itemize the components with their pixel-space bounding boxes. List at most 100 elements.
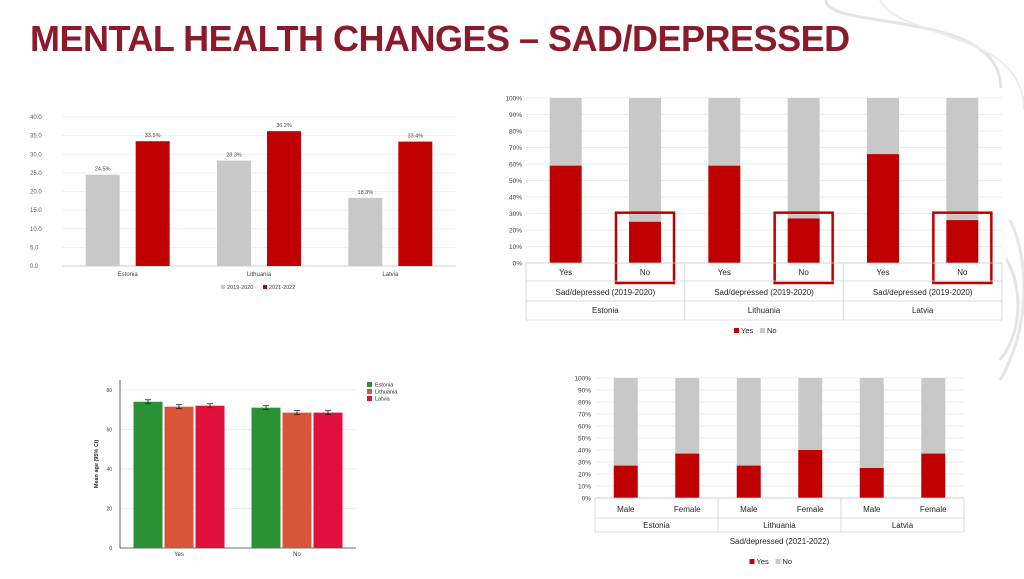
bar-yes-segment	[798, 450, 823, 498]
bar-yes-segment	[629, 221, 661, 263]
x-tick-label: Yes	[174, 552, 184, 558]
bar-no-segment	[946, 98, 979, 221]
chart-panel-prevalence: 0.0 5.0 10.0 15.0 20.0 25.0 30.0 35.0 40.0 Estoni…	[14, 108, 466, 298]
x-tick-label: Lithuania	[247, 272, 272, 278]
chart-panel-2021-2022: 0% 10% 20% 30% 40% 50% 60% 70% 80% 90% 100% Male Fem…	[564, 368, 968, 574]
prevalence-bar-chart: 0.0 5.0 10.0 15.0 20.0 25.0 30.0 35.0 40.0 Estoni…	[30, 115, 456, 291]
bar-yes-segment	[708, 165, 741, 263]
x-tick-label: Estonia	[118, 272, 139, 278]
x-category-label: Male	[617, 505, 635, 514]
data-label: 28.3%	[226, 153, 242, 159]
y-tick-label: 0%	[513, 261, 523, 268]
data-label: 36.2%	[276, 123, 292, 129]
y-tick-label: 10%	[578, 484, 591, 491]
bar-Lithuania	[282, 412, 312, 548]
y-tick-label: 0.0	[30, 264, 39, 270]
x-category-label: No	[957, 268, 968, 277]
legend-swatch	[367, 382, 372, 387]
y-tick-label: 20%	[509, 228, 522, 235]
bar-no-segment	[629, 98, 661, 222]
bar-yes-segment	[921, 453, 946, 498]
bar-2021-2022	[267, 131, 301, 266]
legend-label: Lithuania	[375, 390, 398, 396]
bar-no-segment	[613, 378, 638, 466]
mean-age-bar-chart: 0 20 40 60 80 Mean age (95% CI) Yes No EstoniaLi…	[94, 380, 398, 558]
y-tick-label: 80%	[509, 129, 522, 136]
y-tick-label: 30%	[578, 460, 591, 467]
bar-yes-segment	[859, 468, 884, 498]
data-label: 18.3%	[358, 190, 374, 196]
bar-yes-segment	[787, 218, 820, 263]
legend-swatch	[367, 389, 372, 394]
bar-yes-segment	[946, 220, 979, 263]
group-label: Sad/depressed (2019-2020)	[714, 288, 814, 297]
y-tick-label: 40	[106, 467, 112, 473]
bar-2021-2022	[135, 141, 170, 266]
bar-no-segment	[787, 98, 820, 219]
group-label: Sad/depressed (2019-2020)	[873, 288, 973, 297]
y-tick-label: 80	[106, 388, 112, 394]
y-tick-label: 20	[106, 506, 112, 512]
x-category-label: Female	[797, 505, 824, 514]
bar-Latvia	[313, 412, 343, 548]
country-label: Estonia	[643, 521, 670, 530]
legend-swatch	[367, 396, 372, 401]
x-category-label: Female	[674, 505, 701, 514]
legend-swatch	[775, 559, 781, 564]
y-tick-label: 60%	[509, 162, 522, 169]
legend-label: No	[767, 326, 777, 335]
bar-Estonia	[251, 407, 281, 548]
legend-label: 2019-2020	[227, 285, 253, 291]
y-tick-label: 40%	[578, 448, 591, 455]
bar-no-segment	[798, 378, 823, 450]
bar-2019-2020	[85, 174, 120, 266]
bar-no-segment	[675, 378, 700, 454]
data-label: 33.5%	[145, 133, 161, 139]
bar-no-segment	[859, 378, 884, 468]
legend-swatch	[221, 285, 225, 289]
bar-2019-2020	[348, 197, 383, 266]
legend-swatch	[734, 328, 739, 333]
y-tick-label: 50%	[509, 178, 522, 185]
x-category-label: Male	[863, 505, 881, 514]
x-category-label: No	[799, 268, 810, 277]
country-label: Estonia	[592, 306, 619, 315]
chart-panel-mean-age: 0 20 40 60 80 Mean age (95% CI) Yes No Estonia Li…	[84, 368, 462, 566]
bar-yes-segment	[613, 465, 638, 498]
data-label: 24.5%	[95, 167, 111, 173]
x-category-label: Female	[920, 505, 947, 514]
bar-no-segment	[921, 378, 946, 454]
x-tick-label: Latvia	[382, 272, 399, 278]
y-tick-label: 20.0	[30, 190, 42, 196]
y-tick-label: 0	[109, 546, 112, 552]
legend-swatch	[749, 559, 755, 564]
bar-yes-segment	[867, 154, 899, 263]
y-axis-title: Mean age (95% CI)	[94, 440, 100, 488]
highlight-box	[932, 211, 993, 285]
y-tick-label: 35.0	[30, 134, 42, 140]
country-label: Latvia	[912, 306, 934, 315]
country-label: Lithuania	[763, 521, 796, 530]
bar-no-segment	[549, 98, 582, 166]
bar-no-segment	[708, 98, 741, 166]
y-tick-label: 0%	[582, 496, 592, 503]
y-tick-label: 60%	[578, 424, 591, 431]
country-label: Lithuania	[748, 306, 781, 315]
slide-title: MENTAL HEALTH CHANGES – SAD/DEPRESSED	[30, 18, 850, 59]
x-tick-label: No	[293, 552, 301, 558]
bar-2019-2020	[217, 160, 251, 266]
y-tick-label: 40.0	[30, 115, 42, 121]
bar-no-segment	[736, 378, 761, 466]
x-category-label: Male	[740, 505, 758, 514]
bar-no-segment	[867, 98, 899, 155]
highlight-box	[773, 211, 834, 285]
bar-yes-segment	[675, 453, 700, 498]
bar-Latvia	[195, 405, 225, 548]
y-tick-label: 50%	[578, 436, 591, 443]
y-tick-label: 30%	[509, 211, 522, 218]
y-tick-label: 10%	[509, 244, 522, 251]
x-category-label: No	[640, 268, 651, 277]
stacked-bar-chart-2019-2020: 0% 10% 20% 30% 40% 50% 60% 70% 80% 90% 100% Yes No Ye…	[505, 96, 1003, 335]
legend-swatch	[760, 328, 765, 333]
y-tick-label: 5.0	[30, 245, 39, 251]
